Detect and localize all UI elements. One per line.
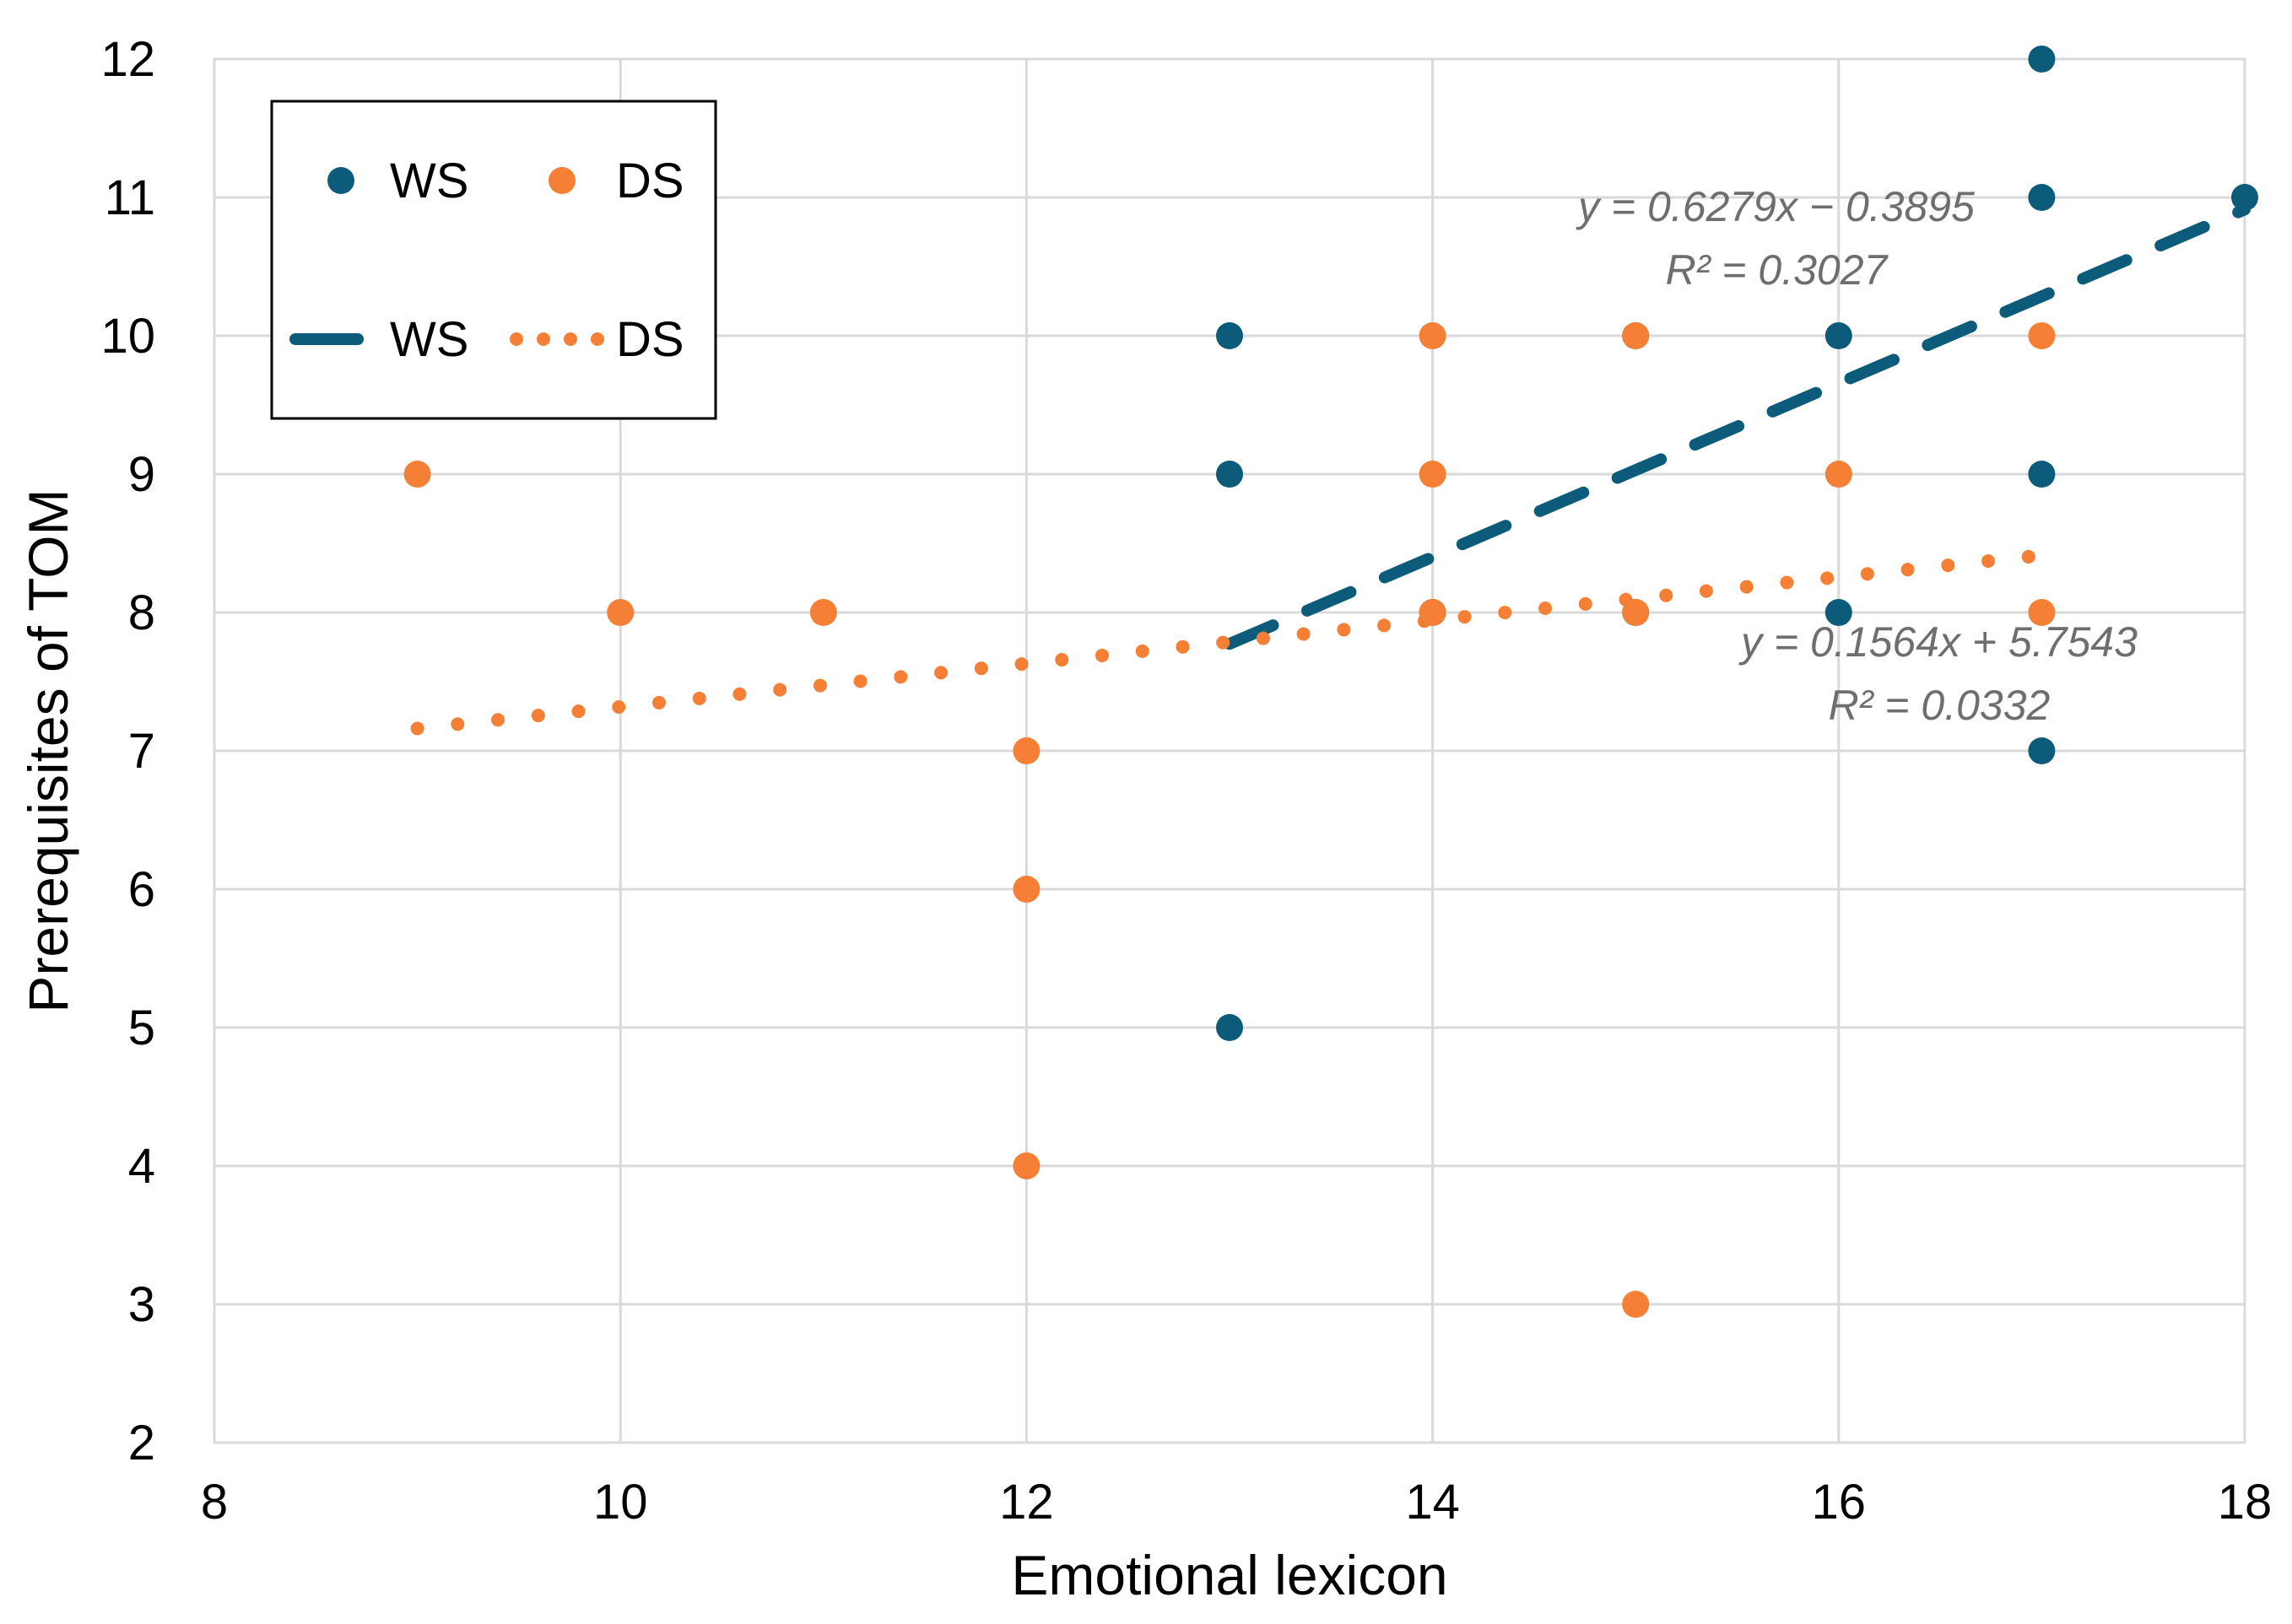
point-ws <box>2028 46 2056 73</box>
point-ds <box>2028 322 2056 349</box>
x-tick-label: 10 <box>593 1475 648 1530</box>
y-tick-label: 4 <box>128 1139 155 1194</box>
x-tick-label: 14 <box>1405 1475 1460 1530</box>
ws-r-squared: R² = 0.3027 <box>1666 246 1889 294</box>
legend-ws-marker-label: WS <box>390 154 468 208</box>
point-ds <box>1419 599 1446 626</box>
x-tick-label: 12 <box>999 1475 1054 1530</box>
legend-ws-line-label: WS <box>390 312 468 367</box>
ds-r-squared: R² = 0.0332 <box>1829 682 2051 729</box>
trendline-equation-ds: y = 0.1564x + 5.7543 R² = 0.0332 <box>1738 618 2138 729</box>
point-ds <box>1622 322 1650 349</box>
ds-equation: y = 0.1564x + 5.7543 <box>1738 618 2138 666</box>
point-ds <box>403 461 431 488</box>
x-tick-label: 16 <box>1812 1475 1867 1530</box>
plot-frame <box>213 57 2246 1444</box>
x-axis-title: Emotional lexicon <box>1011 1544 1447 1606</box>
y-axis-title: Prerequisites of TOM <box>17 488 79 1012</box>
trendline-ws <box>1224 203 2251 650</box>
trendline-ds <box>410 548 2049 736</box>
legend: WS DS WS DS <box>270 100 717 420</box>
point-ds <box>1419 322 1446 349</box>
legend-ds-marker-label: DS <box>616 154 684 208</box>
point-ds <box>1013 876 1041 903</box>
trendlines <box>410 203 2251 736</box>
point-ws <box>2028 184 2056 211</box>
point-ds <box>1824 461 1852 488</box>
point-ws <box>1216 461 1243 488</box>
y-tick-label: 2 <box>128 1416 155 1470</box>
point-ds <box>1013 737 1041 764</box>
ws-equation: y = 0.6279x − 0.3895 <box>1576 183 1975 230</box>
y-tick-label: 9 <box>128 447 155 502</box>
y-tick-label: 7 <box>128 724 155 779</box>
point-ws <box>2231 184 2258 211</box>
y-tick-label: 5 <box>128 1001 155 1055</box>
trendline-equation-ws: y = 0.6279x − 0.3895 R² = 0.3027 <box>1576 183 1975 294</box>
point-ds <box>1622 1291 1650 1318</box>
y-tick-labels: 2 3 4 5 6 7 8 9 10 11 12 <box>100 32 155 1470</box>
legend-ds-marker-icon <box>549 167 576 194</box>
point-ws <box>1216 1014 1243 1041</box>
point-ws <box>1216 322 1243 349</box>
x-tick-labels: 8 10 12 14 16 18 <box>201 1475 2272 1530</box>
y-tick-label: 12 <box>100 32 155 87</box>
legend-box <box>270 100 717 420</box>
point-ws <box>2028 737 2056 764</box>
point-ws <box>2028 461 2056 488</box>
point-ds <box>607 599 635 626</box>
point-ds <box>2028 599 2056 626</box>
point-ds <box>1419 461 1446 488</box>
y-tick-label: 11 <box>105 170 155 225</box>
x-tick-label: 18 <box>2218 1475 2273 1530</box>
y-tick-label: 6 <box>128 862 155 917</box>
legend-ds-line-label: DS <box>616 312 684 367</box>
point-ds <box>1622 599 1650 626</box>
point-ws <box>1824 599 1852 626</box>
legend-ws-marker-icon <box>327 167 354 194</box>
point-ds <box>1013 1152 1041 1179</box>
y-tick-label: 3 <box>128 1277 155 1332</box>
y-tick-label: 8 <box>128 585 155 640</box>
point-ws <box>1824 322 1852 349</box>
data-points <box>403 46 2258 1318</box>
y-tick-label: 10 <box>100 309 155 364</box>
x-tick-label: 8 <box>201 1475 228 1530</box>
point-ds <box>809 599 837 626</box>
